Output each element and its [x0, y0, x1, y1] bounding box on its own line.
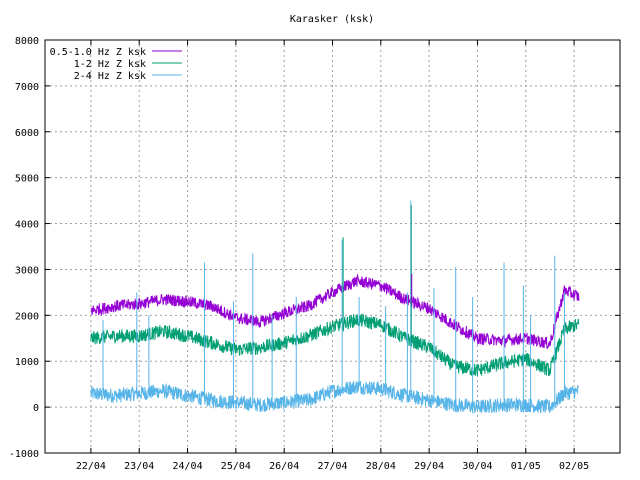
- y-tick-label: -1000: [9, 449, 39, 460]
- y-tick-label: 2000: [15, 311, 39, 322]
- chart-title: Karasker (ksk): [290, 14, 374, 25]
- series-line: [90, 381, 580, 414]
- x-tick-label: 22/04: [76, 461, 106, 472]
- x-tick-label: 24/04: [172, 461, 202, 472]
- x-tick-label: 02/05: [559, 461, 589, 472]
- plot-frame: [44, 39, 621, 454]
- x-tick-label: 23/04: [124, 461, 154, 472]
- x-tick-label: 30/04: [462, 461, 492, 472]
- x-tick-label: 27/04: [317, 461, 347, 472]
- legend-label: 2-4 Hz Z ksk: [74, 71, 146, 82]
- y-tick-label: 1000: [15, 357, 39, 368]
- y-tick-label: 0: [33, 403, 39, 414]
- x-tick-label: 25/04: [221, 461, 251, 472]
- x-tick-label: 26/04: [269, 461, 299, 472]
- x-tick-label: 01/05: [511, 461, 541, 472]
- legend-label: 0.5-1.0 Hz Z ksk: [50, 47, 146, 58]
- x-tick-label: 29/04: [414, 461, 444, 472]
- series-layer: [90, 200, 580, 414]
- y-tick-label: 4000: [15, 220, 39, 231]
- axis-layer: -1000 0 1000 2000 3000 4000 5000 6000 7000 8000 22…: [9, 36, 621, 472]
- y-tick-label: 6000: [15, 128, 39, 139]
- series-line: [90, 313, 580, 377]
- y-tick-label: 7000: [15, 82, 39, 93]
- y-tick-label: 3000: [15, 265, 39, 276]
- y-tick-label: 5000: [15, 174, 39, 185]
- grid-layer: [45, 40, 620, 453]
- legend-label: 1-2 Hz Z ksk: [74, 59, 146, 70]
- y-tick-label: 8000: [15, 36, 39, 47]
- x-tick-label: 28/04: [366, 461, 396, 472]
- series-line: [90, 273, 580, 350]
